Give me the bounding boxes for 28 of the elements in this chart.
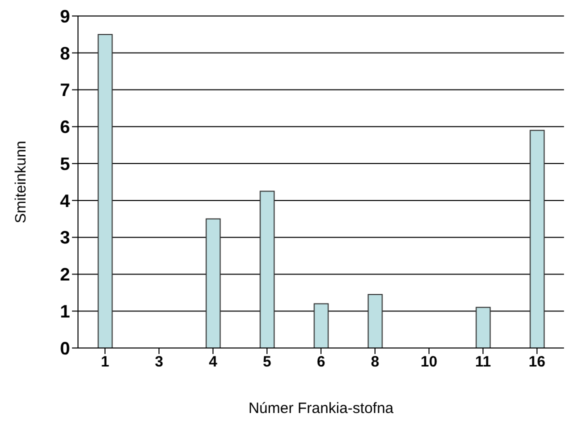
bar: [530, 130, 545, 348]
y-tick-label: 9: [60, 6, 70, 26]
bar: [476, 306, 491, 348]
x-tick-label: 8: [370, 354, 380, 371]
x-tick-label: 6: [316, 354, 326, 371]
x-tick-label: 16: [528, 354, 546, 371]
y-tick-label: 8: [60, 43, 70, 64]
bar: [368, 294, 383, 348]
bar: [98, 34, 113, 348]
y-tick-label: 2: [60, 264, 70, 285]
y-tick-label: 7: [60, 80, 70, 100]
x-tick-label: 4: [208, 354, 218, 371]
y-tick-label: 1: [60, 302, 70, 322]
y-tick-label: 4: [60, 190, 70, 211]
bar: [314, 303, 329, 348]
bar: [206, 218, 221, 348]
y-axis-title: Smiteinkunn: [12, 140, 30, 224]
x-tick-label: 1: [100, 354, 110, 371]
x-tick-label: 3: [154, 354, 164, 371]
y-tick-label: 5: [60, 154, 70, 174]
x-tick-label: 5: [262, 354, 272, 371]
x-tick-label: 11: [475, 354, 491, 371]
bar: [260, 190, 275, 348]
y-tick-label: 3: [60, 228, 70, 248]
y-tick-label: 0: [60, 338, 70, 358]
x-tick-label: 10: [420, 354, 438, 371]
y-tick-label: 6: [60, 117, 70, 138]
x-axis-title: Númer Frankia-stofna: [248, 400, 394, 417]
